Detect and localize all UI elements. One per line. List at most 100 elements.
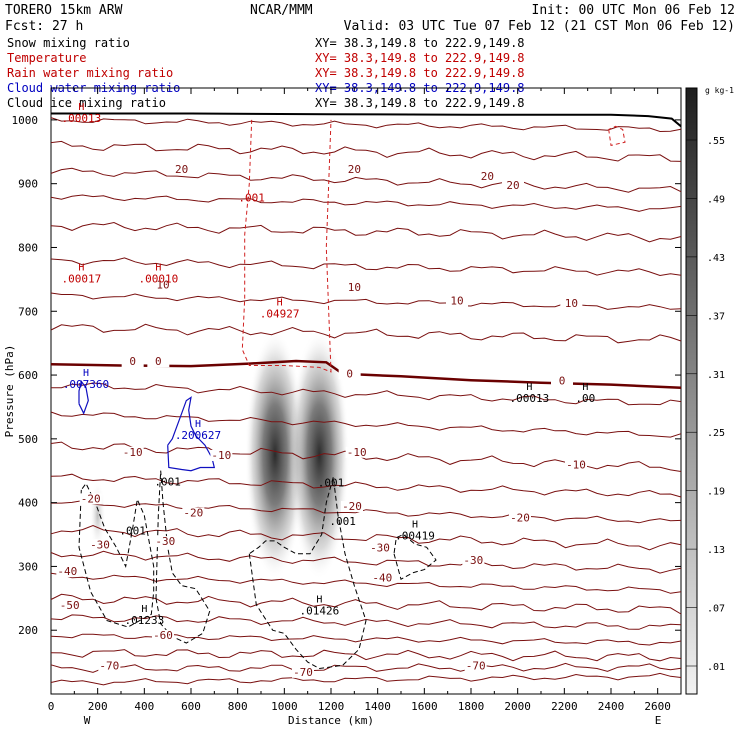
colorbar-label: .01	[707, 662, 725, 673]
temperature-label-bg	[152, 629, 174, 641]
temperature-label: 10	[565, 297, 578, 310]
model-label: TORERO 15km ARW	[5, 3, 123, 18]
temperature-label-bg	[371, 572, 394, 584]
field-xy-4: XY= 38.3,149.8 to 222.9,149.8	[315, 96, 525, 110]
temperature-label-bg	[56, 566, 79, 578]
temperature-label-bg	[565, 459, 587, 471]
temperature-label-bg	[464, 660, 487, 672]
temperature-label-bg	[551, 375, 573, 387]
isotherm-line	[50, 473, 682, 498]
maximum-value: .04927	[260, 308, 300, 321]
isotherm-line	[50, 257, 682, 277]
isotherm-line	[50, 633, 682, 646]
colorbar-label: .49	[707, 194, 725, 205]
temperature-label: 20	[348, 163, 361, 176]
temperature-label: -50	[60, 599, 80, 612]
x-tick-label: 2400	[598, 700, 625, 713]
temperature-label: -30	[90, 538, 110, 551]
temperature-label: -70	[293, 666, 313, 679]
temperature-label: 10	[156, 279, 169, 292]
x-tick-label: 1600	[411, 700, 438, 713]
org-label: NCAR/MMM	[250, 3, 313, 18]
temperature-label: 0	[559, 374, 566, 387]
temperature-label: 10	[450, 295, 463, 308]
isotherm-line	[50, 167, 682, 193]
maximum-marker-h: H	[316, 594, 322, 605]
x-axis-west-label: W	[84, 714, 91, 727]
y-tick-label: 700	[18, 305, 38, 318]
temperature-label: 10	[348, 281, 361, 294]
maximum-value: .00419	[395, 530, 435, 543]
temperature-label-bg	[369, 542, 391, 554]
cloud-ice-contours	[78, 470, 437, 670]
temperature-label-bg	[79, 493, 102, 505]
colorbar-units: g kg-1	[705, 86, 734, 95]
isotherm-line	[51, 500, 682, 524]
temperature-label: -10	[123, 446, 143, 459]
temperature-label-bg	[502, 180, 524, 192]
y-tick-label: 900	[18, 178, 38, 191]
cloud-ice-contour	[78, 482, 155, 628]
temperature-label-bg	[343, 282, 366, 294]
colorbar: g kg-1 .01 .07 .13 .19 .25 .31 .37 .43 .49 .55	[685, 86, 734, 695]
y-tick-label: 800	[18, 241, 38, 254]
terrain-surface	[51, 112, 682, 128]
temperature-label-bg	[121, 446, 144, 458]
isotherm-line	[50, 194, 682, 212]
colorbar-ramp	[685, 87, 698, 695]
x-tick-label: 1200	[318, 700, 345, 713]
temperature-label: 20	[481, 170, 494, 183]
colorbar-label: .19	[707, 487, 725, 498]
y-tick-label: 1000	[12, 114, 39, 127]
forecast-label: Fcst: 27 h	[5, 19, 83, 34]
plot-frame	[50, 87, 682, 695]
maximum-value: .007360	[63, 378, 109, 391]
temperature-label: -30	[463, 554, 483, 567]
temperature-label: -10	[211, 449, 231, 462]
maximum-value: .200627	[175, 429, 221, 442]
temperature-label: 20	[506, 179, 519, 192]
x-tick-label: 1000	[271, 700, 298, 713]
temperature-label: -60	[153, 629, 173, 642]
temperature-label-bg	[152, 279, 174, 291]
x-tick-label: 2200	[551, 700, 578, 713]
x-tick-label: 800	[228, 700, 248, 713]
temperature-label: -20	[342, 500, 362, 513]
temperature-label-bg	[121, 356, 144, 368]
contour-value-label: .001	[238, 192, 265, 205]
maximum-marker-h: H	[195, 419, 201, 430]
temperature-label: -10	[566, 459, 586, 472]
maximum-value: .00017	[61, 273, 101, 286]
isotherm-line	[50, 221, 682, 243]
rain-water-contour	[608, 125, 626, 147]
temperature-label: -70	[466, 659, 486, 672]
field-legend: Snow mixing ratio XY= 38.3,149.8 to 222.9…	[7, 36, 525, 110]
contour-labels: .001 .001 .001 .001 .001	[119, 192, 355, 538]
contour-value-label: .001	[154, 475, 181, 488]
temperature-label: -40	[372, 571, 392, 584]
maximum-value: .01426	[299, 604, 339, 617]
valid-label: Valid: 03 UTC Tue 07 Feb 12 (21 CST Mon …	[344, 19, 735, 34]
maximum-value: .00	[575, 392, 595, 405]
field-xy-0: XY= 38.3,149.8 to 222.9,149.8	[315, 36, 525, 50]
isotherm-line	[50, 117, 682, 133]
temperature-label: -70	[99, 659, 119, 672]
init-label: Init: 00 UTC Mon 06 Feb 12	[532, 3, 736, 18]
contour-value-label: .001	[119, 525, 146, 538]
temperature-label-bg	[560, 298, 583, 310]
temperature-contours	[50, 117, 682, 686]
x-tick-label: 0	[48, 700, 55, 713]
temperature-label: -40	[57, 565, 77, 578]
terrain-line	[51, 112, 682, 128]
temperature-label: 0	[129, 355, 136, 368]
x-tick-label: 1400	[364, 700, 391, 713]
temperature-label-bg	[292, 666, 314, 678]
isotherm-line	[50, 572, 682, 594]
cloud-ice-contour	[248, 476, 367, 670]
maximum-marker-h: H	[78, 102, 84, 113]
temperature-label-bg	[446, 295, 468, 307]
maximum-marker-h: H	[412, 520, 418, 531]
colorbar-label: .43	[707, 253, 725, 264]
temperature-label-bg	[154, 536, 177, 548]
rain-water-contour	[241, 119, 332, 373]
